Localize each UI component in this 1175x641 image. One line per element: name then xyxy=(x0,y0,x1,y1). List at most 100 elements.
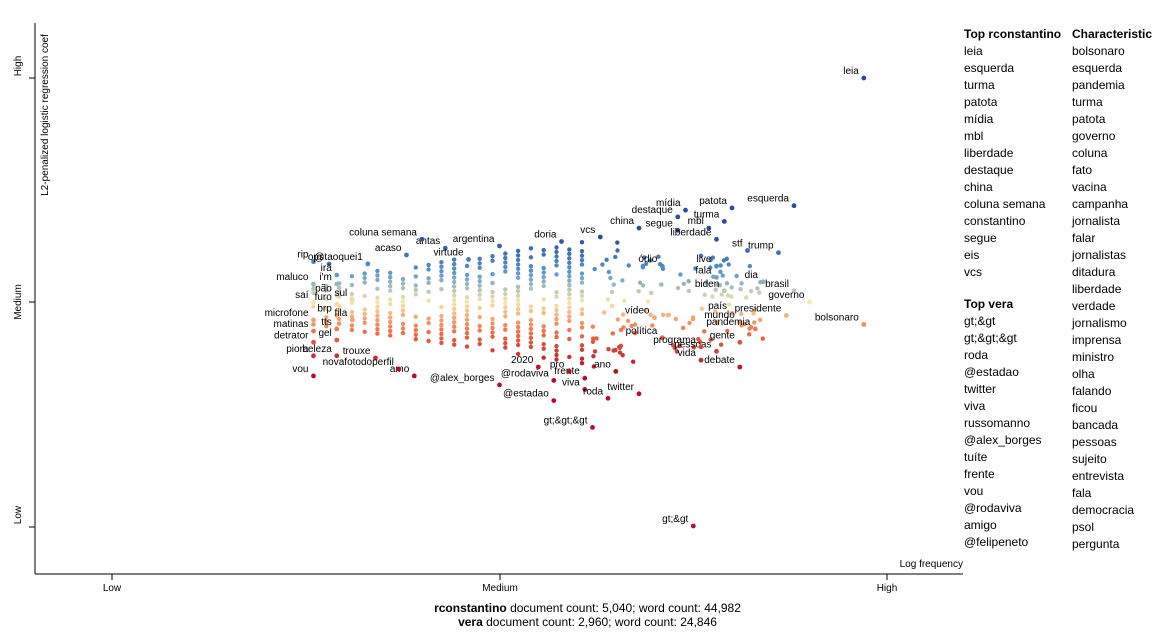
top-rconstantino-item-0[interactable]: leia xyxy=(964,44,983,58)
point-18[interactable] xyxy=(776,250,781,256)
point-11[interactable] xyxy=(559,239,564,244)
top-vera-item-12[interactable]: amigo xyxy=(964,518,997,532)
top-rconstantino-item-4[interactable]: mídia xyxy=(964,112,994,126)
point-29[interactable] xyxy=(729,310,735,316)
top-rconstantino-item-3[interactable]: patota xyxy=(964,95,998,109)
point-15[interactable] xyxy=(404,252,409,258)
point-58[interactable] xyxy=(334,281,340,287)
point-2[interactable] xyxy=(683,207,688,213)
point-51[interactable] xyxy=(690,523,696,529)
point-9[interactable] xyxy=(714,236,719,242)
characteristic-item-13[interactable]: ditadura xyxy=(1072,265,1116,279)
top-vera-item-9[interactable]: frente xyxy=(964,467,995,481)
top-vera-item-5[interactable]: viva xyxy=(964,399,986,413)
point-48[interactable] xyxy=(497,382,502,388)
point-46[interactable] xyxy=(636,391,642,397)
top-vera-item-0[interactable]: gt;&gt xyxy=(964,314,996,328)
point-57[interactable] xyxy=(311,281,316,287)
characteristic-item-12[interactable]: jornalistas xyxy=(1072,248,1127,262)
point-24[interactable] xyxy=(721,288,727,294)
point-52[interactable] xyxy=(373,355,378,361)
point-12[interactable] xyxy=(497,243,502,249)
top-rconstantino-item-5[interactable]: mbl xyxy=(964,129,984,143)
point-66[interactable] xyxy=(334,326,340,332)
point-53[interactable] xyxy=(396,366,402,372)
point-56[interactable] xyxy=(334,272,340,278)
point-34[interactable] xyxy=(737,364,743,370)
point-27[interactable] xyxy=(783,313,789,318)
top-vera-item-7[interactable]: @alex_borges xyxy=(964,433,1042,447)
point-28[interactable] xyxy=(861,322,867,327)
point-60[interactable] xyxy=(349,297,355,303)
point-37[interactable] xyxy=(698,344,704,350)
point-4[interactable] xyxy=(721,219,727,224)
top-rconstantino-item-13[interactable]: vcs xyxy=(964,265,982,279)
top-rconstantino-item-11[interactable]: segue xyxy=(964,231,997,245)
point-67[interactable] xyxy=(311,328,316,334)
point-41[interactable] xyxy=(535,364,541,370)
characteristic-item-10[interactable]: jornalista xyxy=(1072,214,1121,228)
characteristic-item-7[interactable]: fato xyxy=(1072,163,1093,177)
point-32[interactable] xyxy=(737,339,743,345)
characteristic-item-18[interactable]: ministro xyxy=(1072,350,1115,364)
top-rconstantino-item-12[interactable]: eis xyxy=(964,248,980,262)
point-31[interactable] xyxy=(752,326,758,332)
point-6[interactable] xyxy=(636,225,642,231)
point-62[interactable] xyxy=(334,301,340,307)
point-33[interactable] xyxy=(714,348,719,354)
point-40[interactable] xyxy=(582,375,588,381)
point-59[interactable] xyxy=(334,292,340,298)
point-30[interactable] xyxy=(737,319,743,325)
characteristic-item-4[interactable]: patota xyxy=(1072,112,1106,126)
point-26[interactable] xyxy=(807,299,812,305)
point-35[interactable] xyxy=(652,315,657,321)
point-23[interactable] xyxy=(760,279,766,285)
point-17[interactable] xyxy=(365,261,371,267)
point-71[interactable] xyxy=(334,353,340,359)
characteristic-item-21[interactable]: ficou xyxy=(1072,401,1098,415)
point-22[interactable] xyxy=(714,275,719,280)
top-vera-item-3[interactable]: @estadao xyxy=(964,365,1019,379)
point-42[interactable] xyxy=(566,369,572,374)
characteristic-item-3[interactable]: turma xyxy=(1072,95,1103,109)
point-16[interactable] xyxy=(466,257,471,262)
point-5[interactable] xyxy=(675,214,681,220)
top-rconstantino-item-7[interactable]: destaque xyxy=(964,163,1014,177)
point-72[interactable] xyxy=(311,373,316,379)
characteristic-item-24[interactable]: sujeito xyxy=(1072,452,1107,466)
characteristic-item-1[interactable]: esquerda xyxy=(1072,61,1123,75)
top-rconstantino-item-6[interactable]: liberdade xyxy=(964,146,1014,160)
characteristic-item-14[interactable]: liberdade xyxy=(1072,282,1122,296)
top-rconstantino-item-8[interactable]: china xyxy=(964,180,993,194)
point-45[interactable] xyxy=(605,395,611,401)
top-vera-item-10[interactable]: vou xyxy=(964,484,984,498)
point-20[interactable] xyxy=(659,263,665,269)
point-21[interactable] xyxy=(714,263,719,269)
characteristic-item-23[interactable]: pessoas xyxy=(1072,435,1117,449)
point-70[interactable] xyxy=(311,353,316,359)
characteristic-item-19[interactable]: olha xyxy=(1072,367,1095,381)
characteristic-item-22[interactable]: bancada xyxy=(1072,418,1119,432)
point-63[interactable] xyxy=(334,313,340,318)
characteristic-item-29[interactable]: pergunta xyxy=(1072,537,1120,551)
characteristic-item-15[interactable]: verdade xyxy=(1072,299,1116,313)
point-55[interactable] xyxy=(326,261,332,267)
characteristic-item-11[interactable]: falar xyxy=(1072,231,1096,245)
top-vera-item-13[interactable]: @felipeneto xyxy=(964,535,1029,549)
top-rconstantino-item-10[interactable]: constantino xyxy=(964,214,1026,228)
point-0[interactable] xyxy=(861,75,867,81)
point-36[interactable] xyxy=(659,335,665,341)
top-vera-item-4[interactable]: twitter xyxy=(964,382,997,396)
characteristic-item-17[interactable]: imprensa xyxy=(1072,333,1122,347)
characteristic-item-2[interactable]: pandemia xyxy=(1072,78,1125,92)
top-rconstantino-item-9[interactable]: coluna semana xyxy=(964,197,1046,211)
point-13[interactable] xyxy=(442,245,448,251)
point-1[interactable] xyxy=(791,203,797,209)
point-69[interactable] xyxy=(311,339,316,345)
characteristic-item-6[interactable]: coluna xyxy=(1072,146,1108,160)
point-19[interactable] xyxy=(745,248,750,253)
point-10[interactable] xyxy=(597,234,603,240)
characteristic-item-5[interactable]: governo xyxy=(1072,129,1116,143)
characteristic-item-28[interactable]: psol xyxy=(1072,520,1095,534)
point-61[interactable] xyxy=(311,299,316,305)
